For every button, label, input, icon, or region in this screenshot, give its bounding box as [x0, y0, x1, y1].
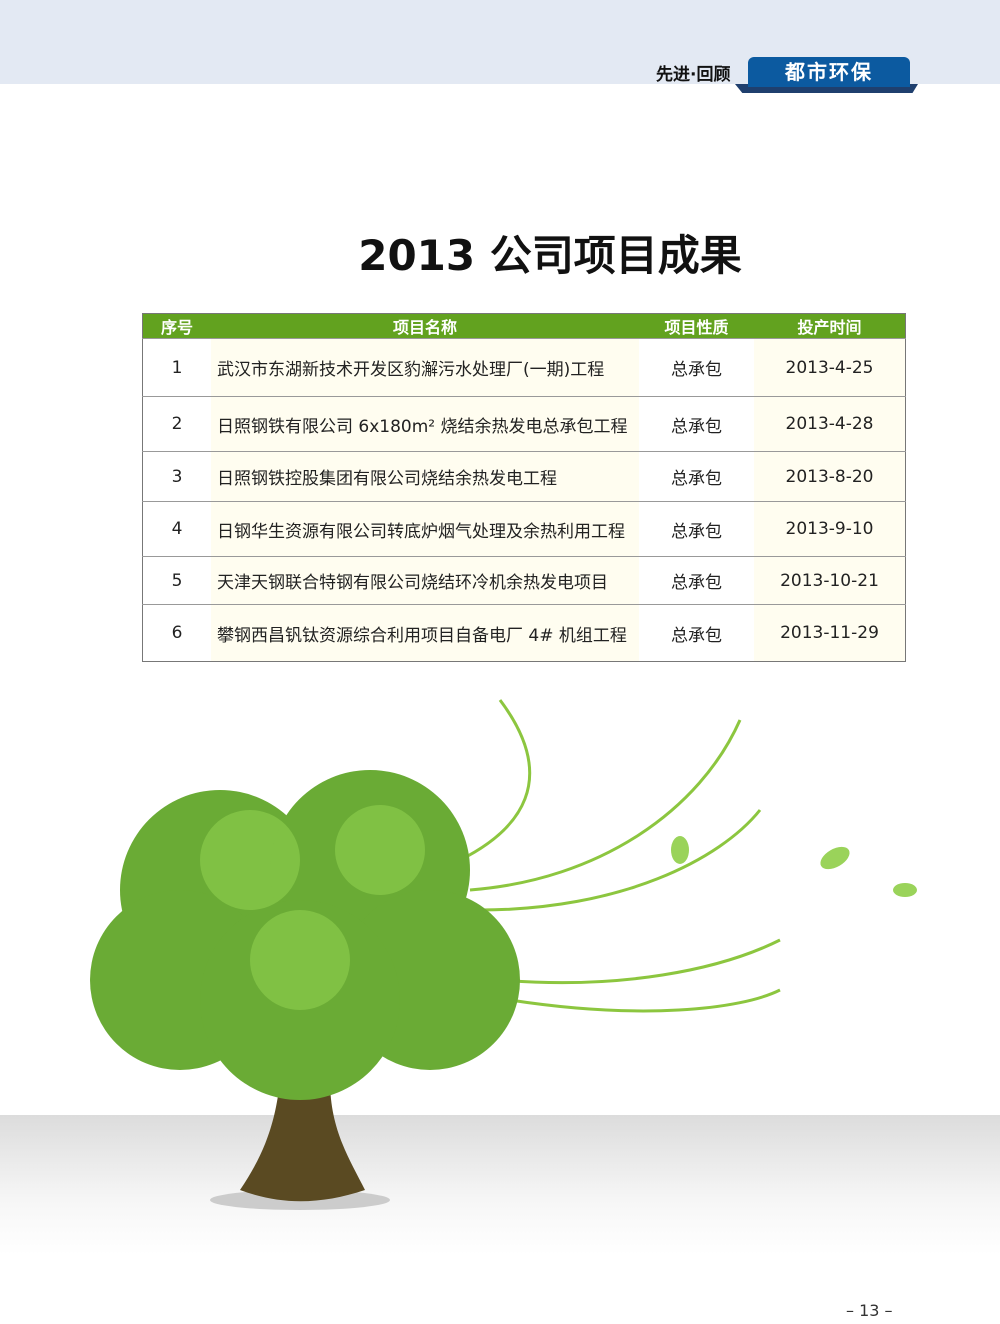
cell-name: 日照钢铁有限公司 6x180m² 烧结余热发电总承包工程	[211, 396, 639, 452]
wind-swirls	[459, 699, 781, 1013]
cell-name: 日钢华生资源有限公司转底炉烟气处理及余热利用工程	[211, 501, 639, 557]
table-row: 2 日照钢铁有限公司 6x180m² 烧结余热发电总承包工程 总承包 2013-4-2…	[142, 396, 906, 452]
cell-date: 2013-10-21	[754, 556, 906, 605]
table-row: 5 天津天钢联合特钢有限公司烧结环冷机余热发电项目 总承包 2013-10-21	[142, 556, 906, 605]
cell-name: 日照钢铁控股集团有限公司烧结余热发电工程	[211, 451, 639, 502]
cell-name: 武汉市东湖新技术开发区豹澥污水处理厂(一期)工程	[211, 338, 639, 397]
tree-trunk	[240, 1080, 365, 1202]
cell-type: 总承包	[639, 396, 754, 452]
cell-seq: 3	[142, 451, 211, 502]
table-row: 6 攀钢西昌钒钛资源综合利用项目自备电厂 4# 机组工程 总承包 2013-11-29	[142, 604, 906, 662]
table-header: 序号 项目名称 项目性质 投产时间	[142, 313, 906, 339]
table-row: 3 日照钢铁控股集团有限公司烧结余热发电工程 总承包 2013-8-20	[142, 451, 906, 502]
ground-shadow	[0, 1115, 1000, 1255]
col-date: 投产时间	[754, 313, 906, 339]
magazine-tab-shadow	[735, 84, 918, 93]
cell-type: 总承包	[639, 451, 754, 502]
cell-seq: 6	[142, 604, 211, 662]
section-label: 先进·回顾	[656, 65, 731, 85]
cell-seq: 4	[142, 501, 211, 557]
cell-date: 2013-8-20	[754, 451, 906, 502]
col-seq: 序号	[142, 313, 211, 339]
page-number: – 13 –	[846, 1301, 893, 1320]
table-row: 1 武汉市东湖新技术开发区豹澥污水处理厂(一期)工程 总承包 2013-4-25	[142, 338, 906, 397]
cell-type: 总承包	[639, 556, 754, 605]
cell-type: 总承包	[639, 501, 754, 557]
projects-table: 序号 项目名称 项目性质 投产时间 1 武汉市东湖新技术开发区豹澥污水处理厂(一期…	[142, 313, 906, 662]
cell-type: 总承包	[639, 338, 754, 397]
cell-type: 总承包	[639, 604, 754, 662]
magazine-logo: 都市环保	[748, 57, 910, 87]
page-title: 2013 公司项目成果	[358, 231, 742, 280]
floating-leaves	[671, 836, 917, 897]
table-row: 4 日钢华生资源有限公司转底炉烟气处理及余热利用工程 总承包 2013-9-10	[142, 501, 906, 557]
tree-illustration	[90, 699, 917, 1210]
cell-seq: 2	[142, 396, 211, 452]
cell-seq: 1	[142, 338, 211, 397]
cell-date: 2013-11-29	[754, 604, 906, 662]
cell-name: 攀钢西昌钒钛资源综合利用项目自备电厂 4# 机组工程	[211, 604, 639, 662]
cell-seq: 5	[142, 556, 211, 605]
cell-date: 2013-9-10	[754, 501, 906, 557]
cell-name: 天津天钢联合特钢有限公司烧结环冷机余热发电项目	[211, 556, 639, 605]
col-name: 项目名称	[211, 313, 639, 339]
cell-date: 2013-4-25	[754, 338, 906, 397]
cell-date: 2013-4-28	[754, 396, 906, 452]
col-type: 项目性质	[639, 313, 754, 339]
